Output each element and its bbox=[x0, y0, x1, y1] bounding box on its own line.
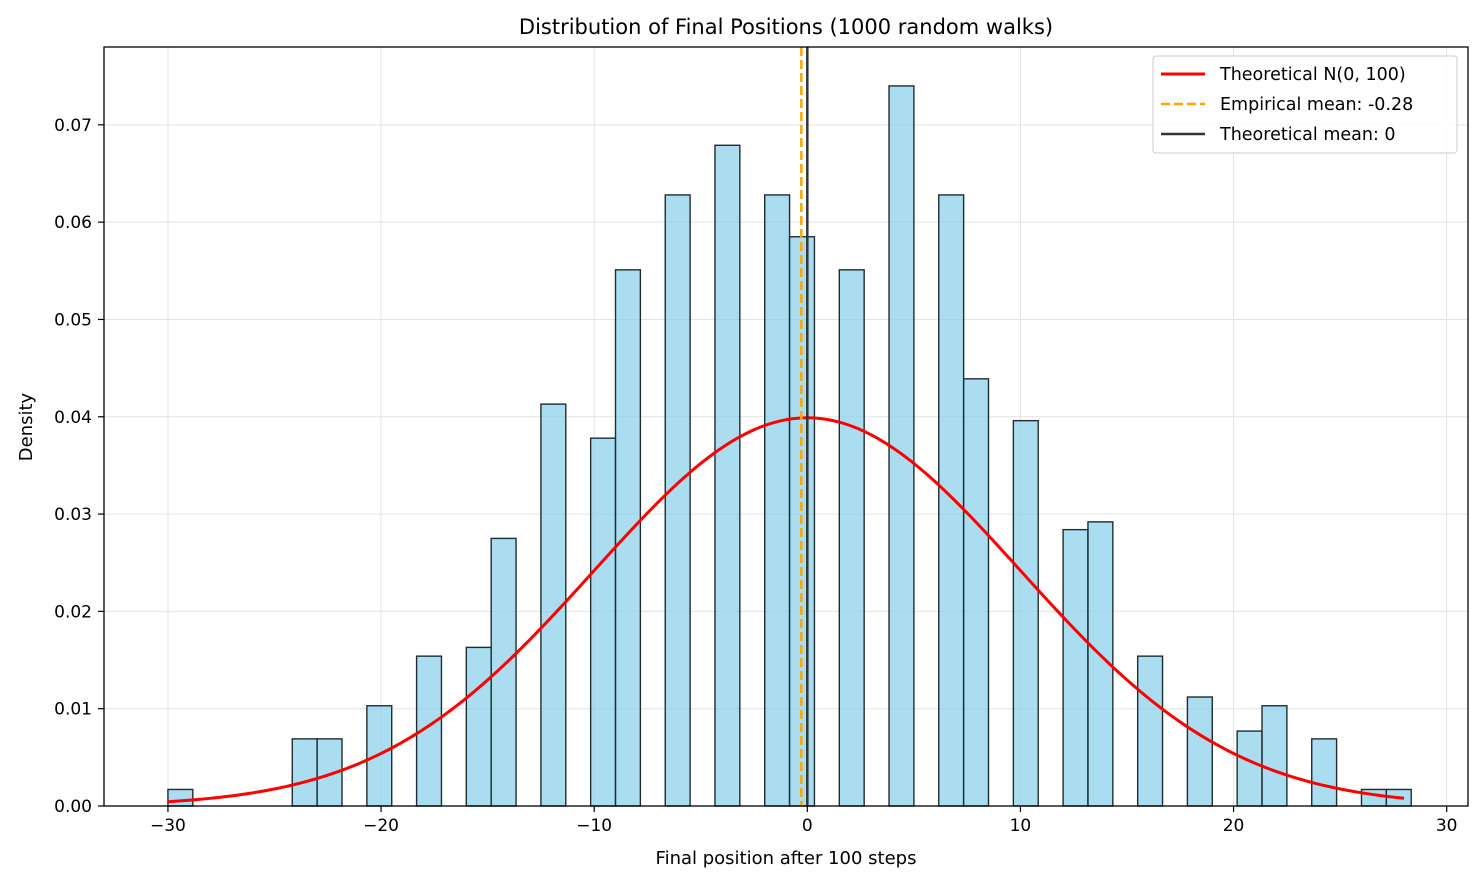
histogram-bar bbox=[938, 194, 965, 807]
histogram-bar bbox=[962, 378, 990, 807]
histogram-bar bbox=[1311, 738, 1338, 807]
x-tick-label: −10 bbox=[576, 816, 612, 836]
x-tick-label: 0 bbox=[802, 816, 813, 836]
y-tick-label: 0.05 bbox=[54, 310, 92, 330]
x-tick-label: −20 bbox=[363, 816, 399, 836]
histogram-bar bbox=[614, 269, 642, 807]
histogram-bar bbox=[1012, 419, 1039, 807]
y-tick-label: 0.04 bbox=[54, 408, 92, 428]
y-tick-label: 0.01 bbox=[54, 700, 92, 720]
histogram-bar bbox=[1186, 696, 1213, 807]
y-axis-label: Density bbox=[16, 392, 37, 461]
histogram-bar bbox=[167, 788, 194, 807]
legend-label-theoretical-mean: Theoretical mean: 0 bbox=[1219, 125, 1396, 145]
x-tick-label: 20 bbox=[1223, 816, 1245, 836]
y-tick-label: 0.03 bbox=[54, 505, 92, 525]
chart-title: Distribution of Final Positions (1000 ra… bbox=[519, 15, 1053, 39]
legend-label-empirical-mean: Empirical mean: -0.28 bbox=[1220, 95, 1413, 115]
normal-curve-line bbox=[167, 416, 1405, 804]
plot-frame bbox=[103, 46, 1469, 807]
x-tick-label: 30 bbox=[1436, 816, 1458, 836]
axes-frame bbox=[103, 46, 1469, 807]
histogram-bar bbox=[888, 85, 915, 807]
overlay-lines bbox=[167, 47, 1405, 806]
y-tick-label: 0.02 bbox=[54, 602, 92, 622]
histogram-bar bbox=[291, 738, 318, 807]
x-axis-ticks: −30 −20 −10 0 10 20 30 bbox=[150, 806, 1458, 836]
x-axis-label: Final position after 100 steps bbox=[656, 848, 917, 869]
histogram-bar bbox=[714, 144, 741, 807]
histogram-bar bbox=[1062, 528, 1089, 807]
histogram-bar bbox=[1261, 705, 1288, 807]
histogram-bar bbox=[589, 437, 617, 807]
histogram-bar bbox=[465, 646, 492, 807]
legend: Theoretical N(0, 100) Empirical mean: -0… bbox=[1152, 55, 1458, 154]
histogram-bar bbox=[664, 194, 691, 807]
histogram-bar bbox=[764, 194, 791, 807]
histogram-bar bbox=[1136, 655, 1164, 807]
legend-label-normal-curve: Theoretical N(0, 100) bbox=[1219, 65, 1406, 85]
histogram-bars bbox=[167, 85, 1412, 807]
histogram-bar bbox=[1236, 730, 1263, 807]
y-tick-label: 0.06 bbox=[54, 213, 92, 233]
x-tick-label: −30 bbox=[150, 816, 186, 836]
y-tick-label: 0.00 bbox=[54, 797, 92, 817]
x-tick-label: 10 bbox=[1010, 816, 1032, 836]
y-axis-ticks: 0.00 0.01 0.02 0.03 0.04 0.05 0.06 0.07 bbox=[54, 116, 104, 817]
histogram-bar bbox=[838, 269, 865, 807]
y-tick-label: 0.07 bbox=[54, 116, 92, 136]
legend-box bbox=[1152, 55, 1458, 154]
